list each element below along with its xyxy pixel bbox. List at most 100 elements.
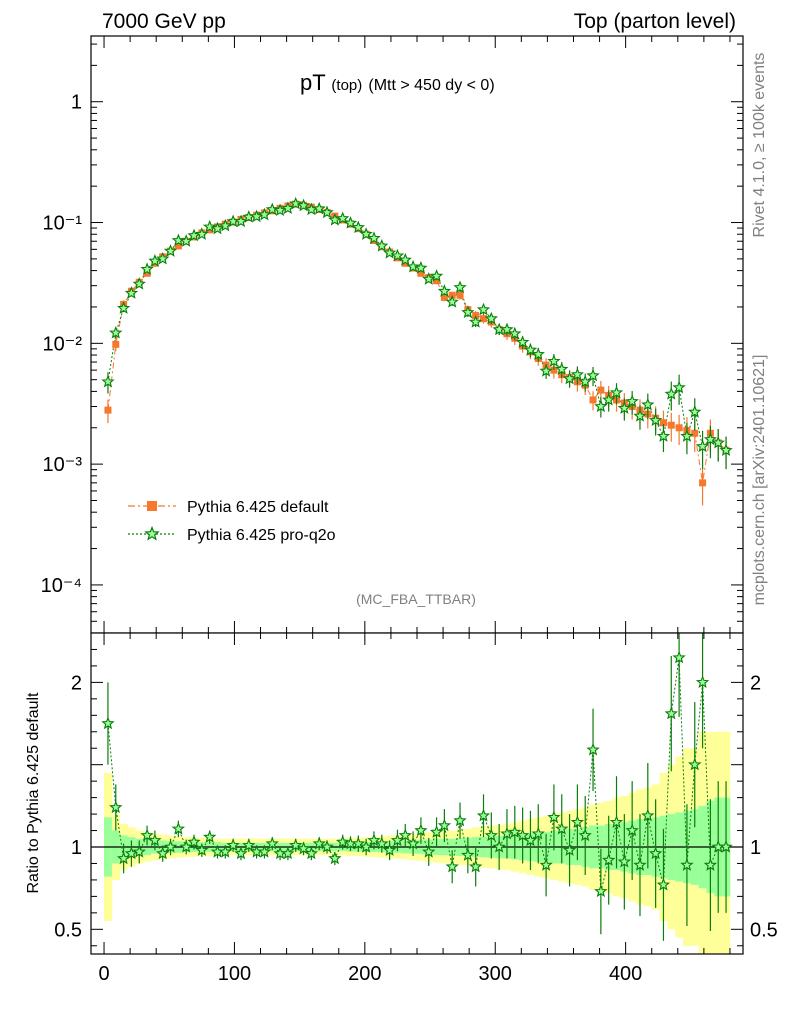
point-proq2o	[578, 374, 592, 388]
ratio-point	[484, 828, 499, 842]
main-title: pT (top) (Mtt > 450 dy < 0)	[300, 70, 495, 95]
ratio-point	[437, 818, 452, 832]
point-proq2o	[335, 211, 350, 225]
ratio-point	[218, 844, 232, 858]
legend-label-default: Pythia 6.425 default	[187, 499, 329, 516]
header-left: 7000 GeV pp	[102, 10, 226, 33]
point-default	[550, 366, 558, 374]
point-proq2o	[484, 311, 499, 325]
x-tick-label: 200	[348, 963, 381, 985]
header-right: Top (parton level)	[574, 10, 736, 33]
ratio-point	[695, 675, 710, 688]
point-proq2o	[414, 260, 428, 274]
ratio-point	[414, 823, 428, 837]
point-proq2o	[453, 280, 467, 294]
ratio-point	[187, 835, 201, 848]
point-proq2o	[351, 220, 366, 234]
point-default	[104, 406, 112, 414]
ratio-panel: 0 100 200 300 400 0.5 0.5 1 1 2 2 Ratio to Pythia …	[25, 632, 778, 985]
point-proq2o	[516, 335, 530, 348]
y-tick-label-main: 10⁻³	[43, 454, 83, 476]
point-proq2o	[508, 326, 522, 340]
point-default	[597, 386, 605, 394]
point-proq2o	[570, 367, 584, 381]
ratio-point	[719, 840, 733, 853]
ratio-point	[476, 808, 491, 822]
ratio-point	[429, 825, 444, 838]
ratio-point	[445, 859, 459, 873]
point-proq2o	[179, 234, 193, 247]
point-proq2o	[265, 202, 279, 216]
point-proq2o	[132, 277, 146, 290]
ratio-point	[656, 877, 671, 891]
legend-marker-proq2o	[144, 525, 160, 541]
ratio-point	[163, 840, 178, 853]
point-proq2o	[680, 429, 694, 442]
ratio-point	[320, 839, 334, 853]
ratio-point	[257, 844, 272, 858]
y-tick-label-main: 10⁻⁴	[41, 575, 82, 597]
point-default	[675, 424, 683, 432]
ratio-point	[398, 828, 412, 842]
ratio-point	[335, 835, 350, 848]
ratio-point	[202, 830, 217, 843]
point-proq2o	[555, 362, 569, 375]
point-proq2o	[101, 374, 115, 388]
point-proq2o	[383, 245, 397, 259]
ratio-point	[664, 706, 678, 720]
point-default	[589, 396, 597, 404]
x-tick-label: 100	[218, 963, 251, 985]
point-proq2o	[398, 252, 412, 266]
point-proq2o	[234, 214, 248, 228]
y-tick-label-main: 10⁻²	[43, 333, 83, 355]
ratio-point	[242, 838, 256, 851]
ratio-point	[609, 815, 624, 829]
ratio-point	[179, 839, 193, 853]
ratio-data	[101, 633, 733, 941]
ratio-point	[289, 838, 303, 851]
ratio-point	[117, 851, 131, 865]
point-proq2o	[500, 322, 514, 336]
x-tick-label: 0	[98, 963, 109, 985]
ratio-point	[101, 716, 115, 730]
mcplots-label: mcplots.cern.ch [arXiv:2401.10621]	[751, 355, 768, 606]
ratio-point	[468, 859, 483, 873]
legend-entry-default: Pythia 6.425 default	[128, 499, 329, 516]
ratio-point	[148, 833, 162, 847]
ratio-point	[461, 848, 475, 861]
ratio-point	[226, 838, 240, 852]
point-proq2o	[343, 216, 358, 229]
ratio-point	[649, 846, 663, 860]
ratio-frame	[90, 632, 744, 955]
ratio-point	[625, 823, 639, 837]
legend-label-proq2o: Pythia 6.425 pro-q2o	[187, 527, 336, 544]
point-proq2o	[711, 435, 725, 449]
y-tick-label-ratio-right: 0.5	[750, 919, 778, 941]
point-proq2o	[320, 205, 334, 219]
point-proq2o	[312, 201, 326, 215]
point-proq2o	[202, 219, 217, 233]
point-proq2o	[148, 253, 162, 267]
point-proq2o	[140, 262, 154, 276]
point-default	[480, 315, 488, 323]
point-proq2o	[609, 385, 624, 399]
main-title-rest: (Mtt > 450 dy < 0)	[368, 77, 494, 94]
point-default	[667, 421, 675, 429]
point-proq2o	[109, 325, 123, 339]
point-proq2o	[625, 394, 639, 408]
point-proq2o	[156, 251, 170, 265]
point-proq2o	[633, 409, 647, 422]
ratio-point	[672, 650, 686, 664]
point-proq2o	[672, 380, 686, 394]
analysis-tag: (MC_FBA_TTBAR)	[356, 591, 476, 607]
point-default	[433, 277, 441, 285]
main-title-small: (top)	[331, 77, 362, 94]
legend-marker-default	[147, 501, 157, 511]
point-proq2o	[688, 405, 702, 418]
point-proq2o	[547, 354, 561, 367]
ratio-point	[547, 810, 561, 823]
ratio-point	[265, 836, 279, 850]
ratio-point	[281, 846, 295, 860]
point-proq2o	[163, 244, 178, 257]
point-proq2o	[359, 227, 373, 240]
